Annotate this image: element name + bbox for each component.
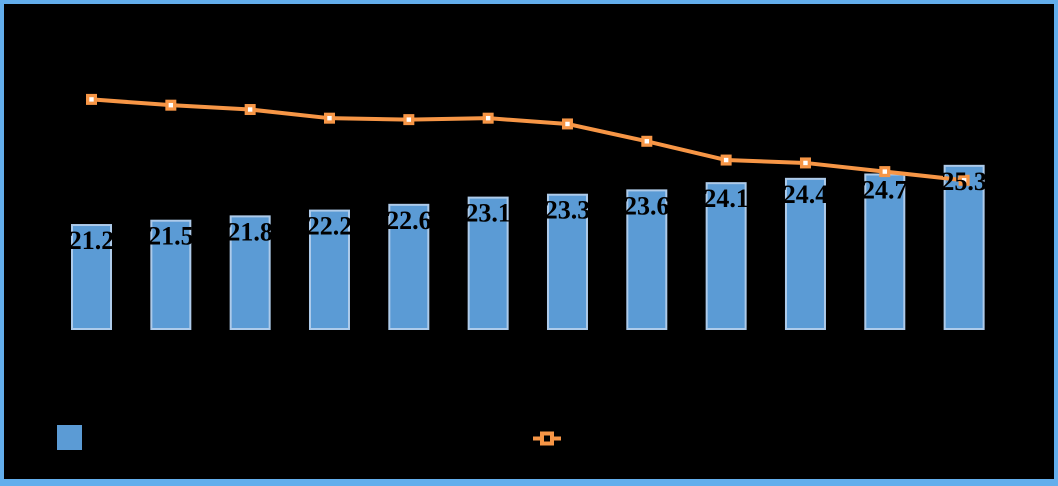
legend-line-marker-center — [544, 435, 550, 442]
bar-value-labels-group: 21.2 21.5 21.8 22.2 22.6 23.1 23.3 23.6 24.1 24.4… — [69, 167, 987, 255]
bar-value-label: 24.1 — [703, 184, 749, 213]
bar — [308, 209, 350, 330]
combo-chart: 21.2 21.5 21.8 22.2 22.6 23.1 23.3 23.6 24.1 24.4… — [57, 93, 987, 450]
line-marker-center — [644, 139, 650, 144]
bar-value-label: 24.4 — [783, 180, 829, 209]
bars-group — [71, 164, 985, 330]
bar-value-label: 25.3 — [941, 167, 987, 196]
line-marker-center — [168, 102, 174, 108]
bar-value-label: 23.6 — [624, 191, 670, 220]
bar-value-label: 24.7 — [862, 175, 908, 204]
legend-line-dash-left — [533, 436, 540, 441]
bar-value-label: 23.3 — [545, 196, 591, 225]
line-marker-center — [565, 121, 570, 127]
bar-value-label: 21.2 — [69, 226, 115, 255]
bar — [71, 224, 112, 330]
line-marker-center — [961, 178, 967, 183]
line-marker-center — [327, 115, 332, 121]
legend-bar-swatch — [57, 425, 82, 450]
line-marker-center — [803, 160, 808, 166]
bar — [467, 196, 509, 330]
bar-value-label: 22.6 — [386, 206, 432, 235]
line-marker-center — [89, 97, 94, 102]
bar-value-label: 22.2 — [307, 212, 353, 241]
line-marker-center — [485, 115, 491, 121]
trend-line-group — [86, 93, 970, 186]
line-marker-center — [723, 157, 729, 163]
bar — [864, 173, 906, 330]
bar — [150, 219, 192, 330]
bar — [229, 215, 271, 330]
line-marker-center — [406, 117, 412, 122]
legend-line-dash-right — [554, 436, 561, 441]
bar — [388, 203, 430, 330]
bar-value-label: 23.1 — [465, 199, 511, 228]
trend-line — [89, 97, 967, 183]
line-marker-center — [882, 169, 887, 174]
bar — [943, 164, 985, 330]
bar — [784, 177, 826, 330]
legend — [57, 425, 561, 450]
bar — [546, 193, 588, 330]
bar-value-label: 21.5 — [148, 222, 194, 251]
bar — [626, 189, 668, 330]
line-marker-center — [247, 107, 253, 112]
bar-value-label: 21.8 — [227, 217, 273, 246]
bar — [705, 182, 747, 330]
